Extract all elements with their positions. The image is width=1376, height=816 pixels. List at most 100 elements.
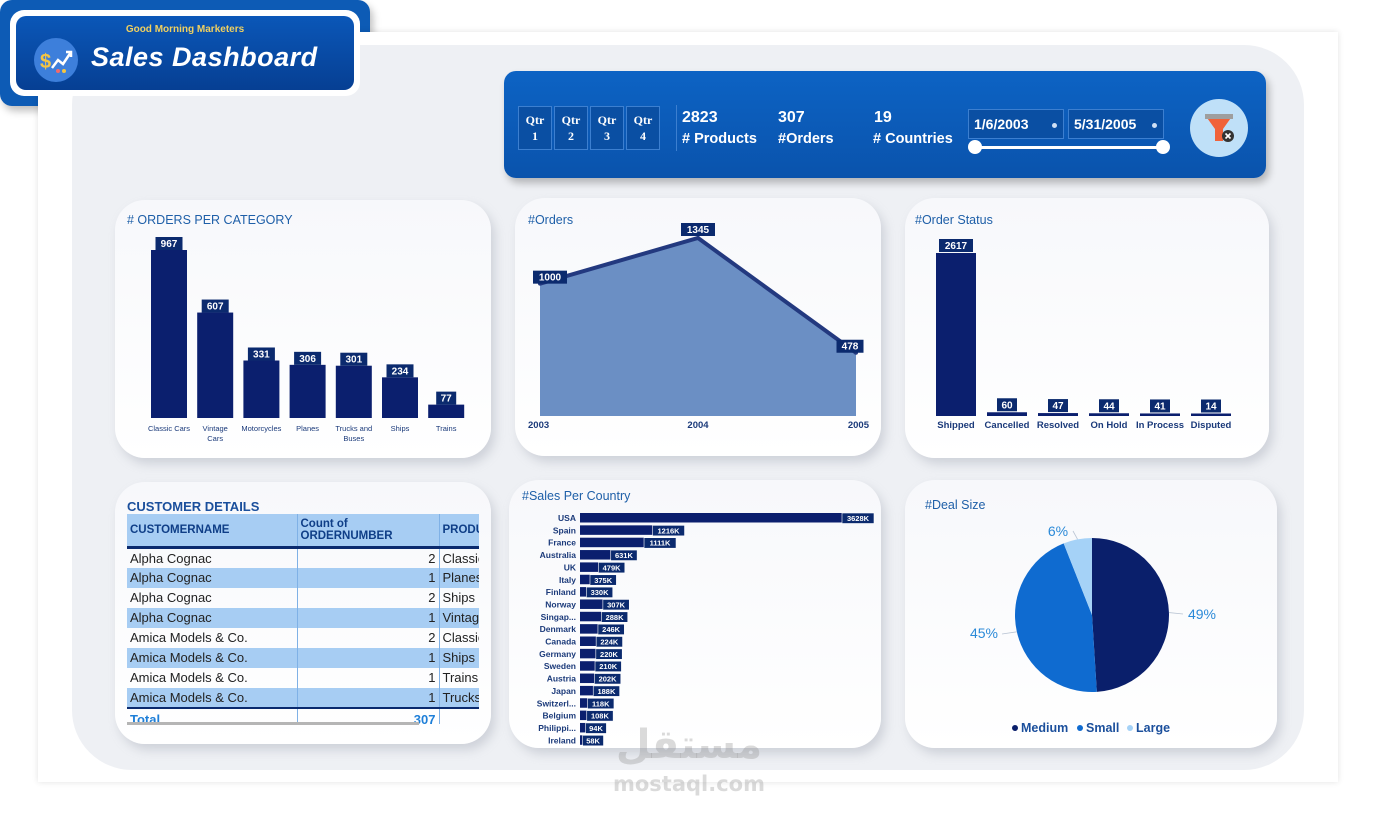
data-label: 47 [1052,401,1064,412]
data-label: 1000 [539,273,562,284]
qtr-1-button[interactable]: Qtr 1 [518,106,552,150]
order-count-cell: 1 [297,647,440,668]
data-point [696,236,700,240]
date-end-input[interactable]: 5/31/2005 [1068,109,1164,139]
horizontal-scrollbar[interactable] [127,722,419,725]
data-label: 306 [299,354,316,365]
country-label: Philippi... [538,723,576,733]
category-label: Trains [436,424,457,433]
kpi-countries-value: 19 [874,109,892,126]
filter-header: Qtr 1 Qtr 2 Qtr 3 Qtr 4 2823 # Products 307 … [504,71,1266,178]
table-viewport[interactable]: CUSTOMERNAME Count of ORDERNUMBER PRODUC… [127,514,479,724]
column-header[interactable]: Count of ORDERNUMBER [297,514,440,548]
bar [580,722,588,733]
deal-size-pie-chart: 49% 45% 6% Medium Small Large [970,523,1216,735]
category-label-line: Cars [207,434,223,443]
country-label: Spain [553,525,576,535]
bar [580,685,596,696]
country-label: Australia [540,550,577,560]
bar [580,599,605,609]
table-row[interactable]: Alpha Cognac1Vintage Cars [127,607,479,628]
table-row[interactable]: Amica Models & Co. 1 Trains [127,667,479,688]
slider-end-handle[interactable] [1156,140,1170,154]
date-start-input[interactable]: 1/6/2003 [968,109,1064,139]
point-value-label: 1000 [533,270,567,284]
slider-start-handle[interactable] [968,140,982,154]
bar-value-label: 41 [1150,399,1170,413]
data-label-box [1150,399,1170,413]
country-label: Austria [547,674,577,684]
qtr-number: 4 [640,129,646,143]
data-label-box [997,398,1017,412]
data-label-box [939,239,973,252]
greeting-text: Good Morning Marketers [125,24,245,35]
qtr-number: 2 [568,129,574,143]
data-label-box [436,391,457,405]
table-row[interactable]: Alpha Cognac 1 Planes [127,567,479,588]
data-label-box [602,599,630,611]
bar [580,624,600,634]
data-label: 330K [591,588,610,597]
total-value: 307 [297,706,440,724]
bar-value-label: 301 [340,352,368,366]
data-label-box [586,710,614,722]
qtr-label: Qtr [597,113,617,127]
bar [1140,413,1180,416]
data-label: 288K [606,613,625,622]
country-label: Norway [545,599,576,609]
country-label: Ireland [548,735,576,745]
data-label-box [598,562,626,574]
column-header[interactable]: CUSTOMERNAME [127,514,298,548]
category-label: Shipped [937,420,975,431]
customer-table: CUSTOMERNAME Count of ORDERNUMBER PRODUC… [127,514,479,724]
data-label-box [294,351,322,365]
funnel-clear-icon[interactable] [1190,99,1248,157]
category-label: Motorcycles [241,424,281,433]
data-label: 479K [603,563,622,572]
order-status-card: #Order Status 2617 Shipped 60 Cancelled 47 Re… [905,198,1269,458]
qtr-number: 3 [604,129,610,143]
data-label-box [681,223,715,236]
category-label: Disputed [1191,420,1232,431]
table-header-row: CUSTOMERNAME Count of ORDERNUMBER PRODUC… [127,514,479,548]
data-label: 224K [600,638,619,647]
qtr-2-button[interactable]: Qtr 2 [554,106,588,150]
slice-percent-label: 45% [970,625,998,641]
bar-value-label: 14 [1201,399,1221,413]
country-label: Belgium [542,711,576,721]
table-row[interactable]: Amica Models & Co. 1 Ships [127,647,479,668]
data-label: 108K [591,712,610,721]
data-label: 307K [607,600,626,609]
order-count-cell: 2 [297,627,440,648]
kpi-countries-label: # Countries [873,131,953,147]
bar [580,661,598,671]
svg-text:$: $ [40,51,51,73]
data-label: 202K [599,675,618,684]
table-total-row: Total 307 [127,706,479,724]
data-label-box [594,660,622,672]
bar [382,377,418,418]
bar-value-label: 77 [436,391,457,405]
order-count-cell: 2 [297,546,440,568]
column-header[interactable]: PRODUCTLINE [439,514,479,548]
data-label-box [587,697,615,710]
table-row[interactable]: Alpha Cognac 2 Ships [127,587,479,608]
table-row[interactable]: Amica Models & Co.2Classic Cars [127,627,479,648]
data-label: 1111K [650,539,671,548]
qtr-3-button[interactable]: Qtr 3 [590,106,624,150]
legend-label: Small [1086,721,1119,735]
bar [580,513,874,523]
table-row[interactable]: Alpha Cognac2Classic Cars [127,546,479,568]
customer-name-cell: Alpha Cognac [127,546,298,568]
data-label-box [589,574,617,586]
bar-value-label: 331 [247,347,275,361]
data-label: 14 [1205,402,1217,413]
data-label: 607 [207,302,224,313]
data-label-box [582,735,604,747]
bar [580,525,679,535]
data-label-box [610,549,638,561]
customer-name-cell: Alpha Cognac [127,567,298,588]
qtr-4-button[interactable]: Qtr 4 [626,106,660,150]
date-range-slider[interactable] [974,146,1164,149]
